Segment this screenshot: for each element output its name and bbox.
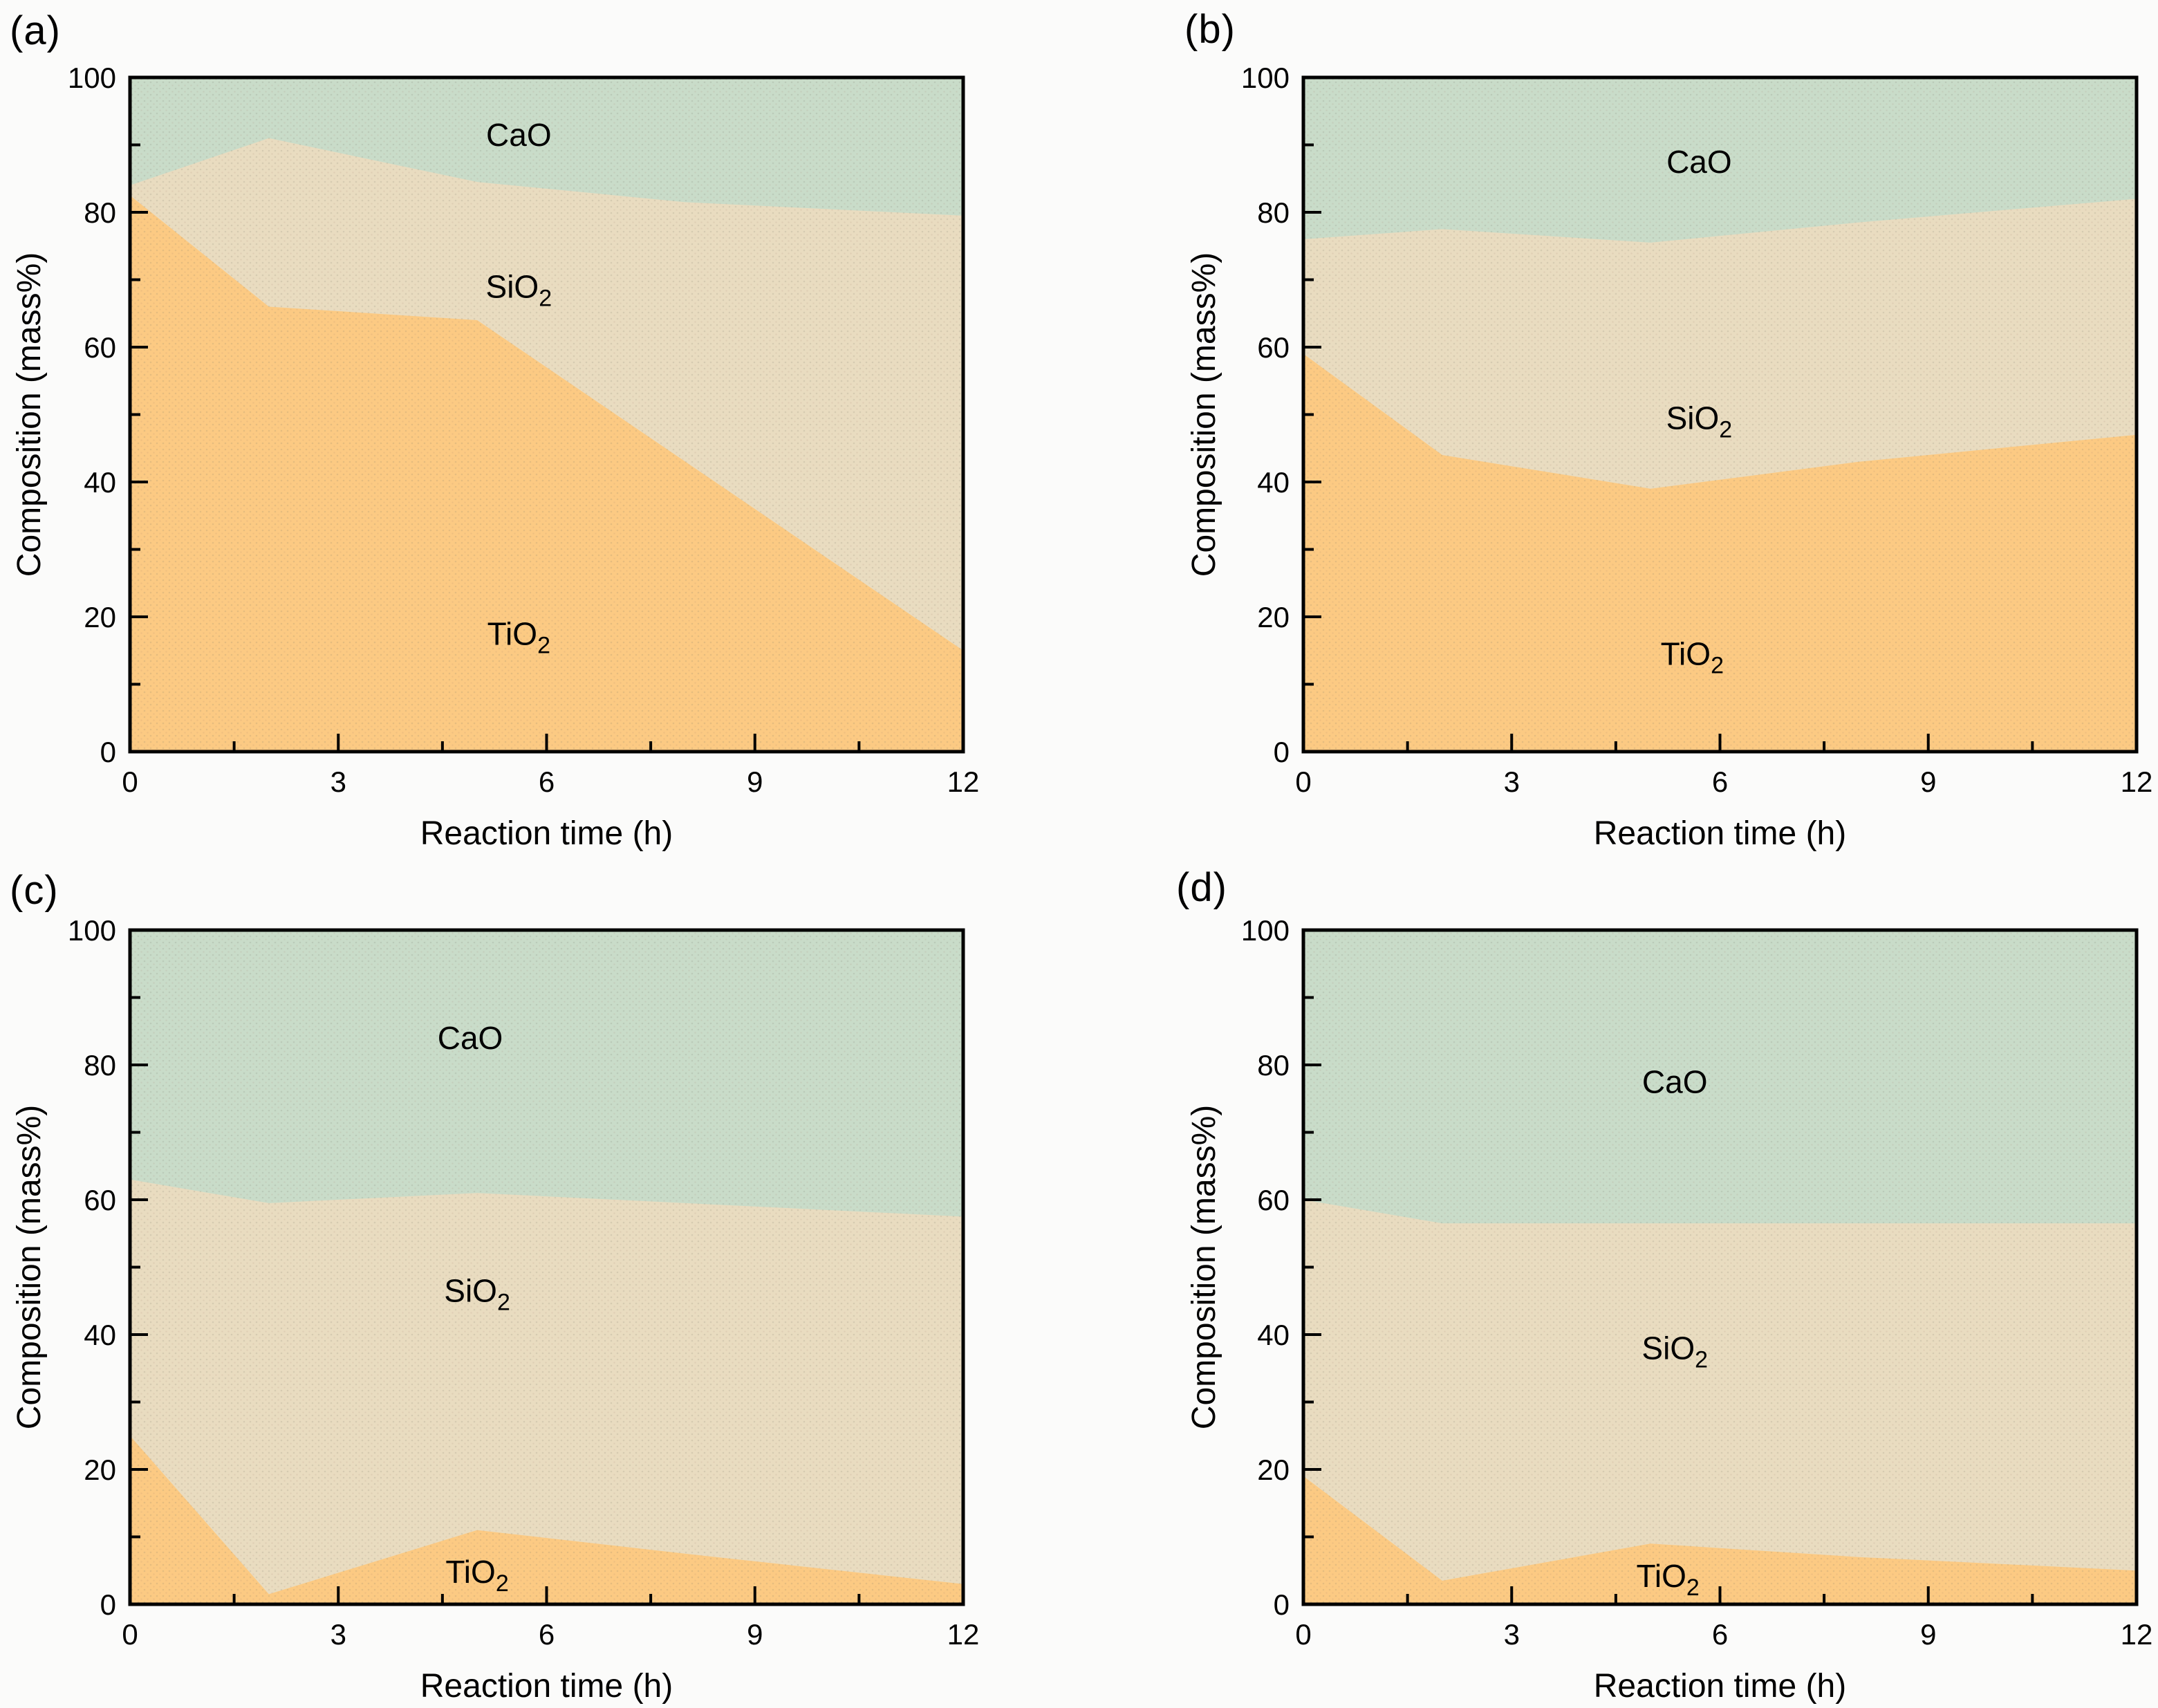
panel-d-label: (d) [1176, 865, 1227, 910]
x-tick-label: 0 [1295, 1618, 1311, 1651]
y-tick-label: 0 [100, 736, 116, 768]
area-label-sio2: SiO2 [486, 268, 552, 311]
area-label-cao: CaO [486, 117, 552, 153]
x-tick-label: 0 [122, 1618, 138, 1651]
panel-b-label: (b) [1184, 7, 1236, 52]
y-tick-label: 80 [1257, 1049, 1290, 1082]
y-tick-label: 40 [1257, 466, 1290, 499]
x-tick-label: 6 [539, 765, 555, 798]
area-texture [130, 930, 963, 1604]
x-tick-label: 9 [747, 765, 763, 798]
y-tick-label: 60 [1257, 331, 1290, 364]
y-tick-label: 80 [84, 196, 116, 229]
stacked-area-chart-d: 0 3 6 9 12 0 20 40 60 80 100 Reaction time (h) Compo… [1186, 914, 2153, 1705]
y-tick-label: 100 [68, 914, 116, 947]
x-tick-label: 12 [947, 765, 980, 798]
x-tick-label: 6 [539, 1618, 555, 1651]
area-texture [1303, 930, 2137, 1604]
panel-d: (d) 0 3 6 9 12 0 20 40 60 80 100 Reaction time (h) C… [1079, 854, 2158, 1708]
stacked-area-chart-a: 0 3 6 9 12 0 20 40 60 80 100 Reaction time (h) Compo… [11, 62, 980, 852]
panel-c: (c) 0 3 6 9 12 0 20 40 60 80 100 Reaction time (h) C… [0, 854, 1079, 1708]
x-tick-label: 3 [331, 1618, 346, 1651]
y-tick-label: 60 [84, 331, 116, 364]
area-label-sio2: SiO2 [1666, 400, 1733, 443]
x-tick-label: 9 [747, 1618, 763, 1651]
y-tick-label: 100 [1241, 62, 1290, 94]
y-tick-label: 20 [1257, 601, 1290, 633]
x-tick-label: 12 [947, 1618, 980, 1651]
area-label-tio2: TiO2 [445, 1554, 508, 1597]
x-tick-label: 9 [1920, 1618, 1936, 1651]
x-axis-title: Reaction time (h) [420, 815, 673, 852]
area-label-cao: CaO [1666, 144, 1732, 180]
area-label-tio2: TiO2 [1637, 1558, 1700, 1601]
y-tick-label: 0 [100, 1588, 116, 1621]
y-tick-label: 100 [68, 62, 116, 94]
y-axis-title: Composition (mass%) [1186, 252, 1222, 577]
y-tick-label: 40 [1257, 1319, 1290, 1351]
y-tick-label: 60 [1257, 1184, 1290, 1216]
x-tick-label: 9 [1920, 765, 1936, 798]
area-label-cao: CaO [1642, 1064, 1708, 1099]
y-tick-label: 20 [84, 601, 116, 633]
y-axis-title: Composition (mass%) [11, 1105, 48, 1429]
y-tick-label: 80 [84, 1049, 116, 1082]
area-label-cao: CaO [438, 1020, 503, 1056]
panel-b: (b) 0 3 6 9 12 0 20 40 60 80 100 Reaction time (h) C… [1079, 0, 2158, 854]
y-tick-label: 40 [84, 466, 116, 499]
area-label-sio2: SiO2 [1641, 1330, 1708, 1373]
x-tick-label: 3 [1504, 765, 1520, 798]
y-axis-title: Composition (mass%) [1186, 1105, 1222, 1429]
x-tick-label: 12 [2121, 765, 2153, 798]
y-tick-label: 80 [1257, 196, 1290, 229]
x-axis-title: Reaction time (h) [1594, 1668, 1846, 1705]
x-tick-label: 0 [122, 765, 138, 798]
x-tick-label: 0 [1295, 765, 1311, 798]
stacked-area-chart-c: 0 3 6 9 12 0 20 40 60 80 100 Reaction time (h) Compo… [11, 914, 980, 1705]
y-tick-label: 100 [1241, 914, 1290, 947]
y-tick-label: 20 [1257, 1454, 1290, 1486]
panel-a-label: (a) [10, 8, 61, 53]
y-axis-title: Composition (mass%) [11, 252, 48, 577]
panel-c-label: (c) [10, 868, 59, 913]
x-tick-label: 3 [1504, 1618, 1520, 1651]
x-tick-label: 12 [2121, 1618, 2153, 1651]
y-tick-label: 60 [84, 1184, 116, 1216]
x-axis-title: Reaction time (h) [420, 1668, 673, 1705]
area-label-tio2: TiO2 [487, 615, 550, 658]
area-label-sio2: SiO2 [444, 1273, 510, 1316]
y-tick-label: 0 [1274, 736, 1290, 768]
panel-a: (a) 0 3 6 9 12 0 20 40 60 80 100 Reaction time (h) C… [0, 0, 1079, 854]
y-tick-label: 20 [84, 1454, 116, 1486]
x-tick-label: 3 [331, 765, 346, 798]
stacked-area-chart-b: 0 3 6 9 12 0 20 40 60 80 100 Reaction time (h) Compo… [1186, 62, 2153, 852]
y-tick-label: 0 [1274, 1588, 1290, 1621]
area-texture [130, 77, 963, 752]
area-texture [1303, 77, 2137, 752]
x-tick-label: 6 [1712, 1618, 1728, 1651]
x-tick-label: 6 [1712, 765, 1728, 798]
y-tick-label: 40 [84, 1319, 116, 1351]
area-label-tio2: TiO2 [1661, 636, 1724, 679]
x-axis-title: Reaction time (h) [1594, 815, 1846, 852]
